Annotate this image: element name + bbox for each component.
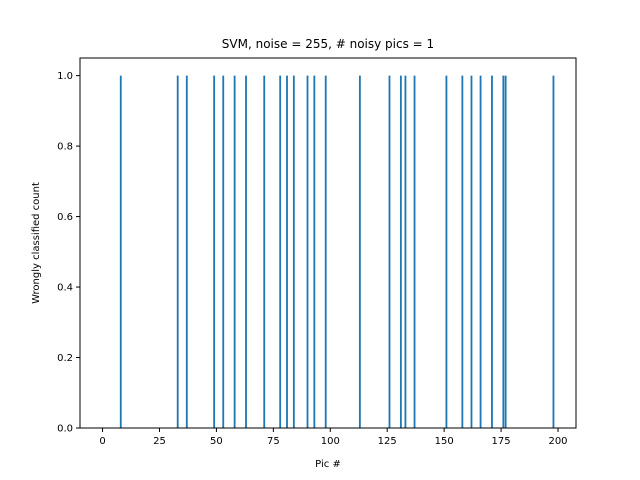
x-tick-label: 125 <box>378 436 397 447</box>
x-tick-label: 100 <box>321 436 340 447</box>
bar <box>245 75 247 428</box>
y-tick-label: 0.8 <box>57 142 73 153</box>
bar <box>324 75 327 428</box>
bar <box>404 75 407 428</box>
bar <box>388 75 391 428</box>
bar <box>399 75 402 428</box>
y-tick-label: 1.0 <box>57 71 73 82</box>
bar <box>176 75 179 428</box>
y-axis-label: Wrongly classified count <box>31 182 42 304</box>
bars-group <box>119 75 555 428</box>
bar <box>213 75 216 428</box>
bar <box>358 75 361 428</box>
x-tick-label: 50 <box>210 436 223 447</box>
bar <box>279 75 282 428</box>
bar <box>413 75 416 428</box>
x-axis-label: Pic # <box>315 459 341 470</box>
y-tick-label: 0.4 <box>57 283 73 294</box>
chart-title: SVM, noise = 255, # noisy pics = 1 <box>222 37 434 51</box>
bar <box>263 75 266 428</box>
bar <box>286 75 288 428</box>
y-tick-label: 0.0 <box>57 424 73 435</box>
x-tick-label: 200 <box>548 436 567 447</box>
bar <box>292 75 295 428</box>
x-tick-label: 75 <box>267 436 280 447</box>
bar <box>313 75 316 428</box>
bar <box>504 75 507 428</box>
bar <box>185 75 188 428</box>
x-tick-label: 0 <box>99 436 105 447</box>
y-axis-ticks: 0.0 0.2 0.4 0.6 0.8 1.0 <box>57 71 80 435</box>
x-tick-label: 150 <box>435 436 454 447</box>
bar <box>445 75 448 428</box>
bar <box>461 75 464 428</box>
y-tick-label: 0.2 <box>57 353 73 364</box>
bar <box>552 75 555 428</box>
bar <box>470 75 473 428</box>
bar <box>491 75 493 428</box>
x-tick-label: 175 <box>492 436 511 447</box>
plot-frame <box>79 57 577 429</box>
bar <box>119 75 122 428</box>
x-tick-label: 25 <box>153 436 166 447</box>
y-tick-label: 0.6 <box>57 212 73 223</box>
bar <box>479 75 482 428</box>
bar <box>306 75 309 428</box>
bar <box>222 75 225 428</box>
bar <box>233 75 236 428</box>
x-axis-ticks: 0 25 50 75 100 125 150 175 200 <box>99 428 568 447</box>
bar <box>502 75 505 428</box>
